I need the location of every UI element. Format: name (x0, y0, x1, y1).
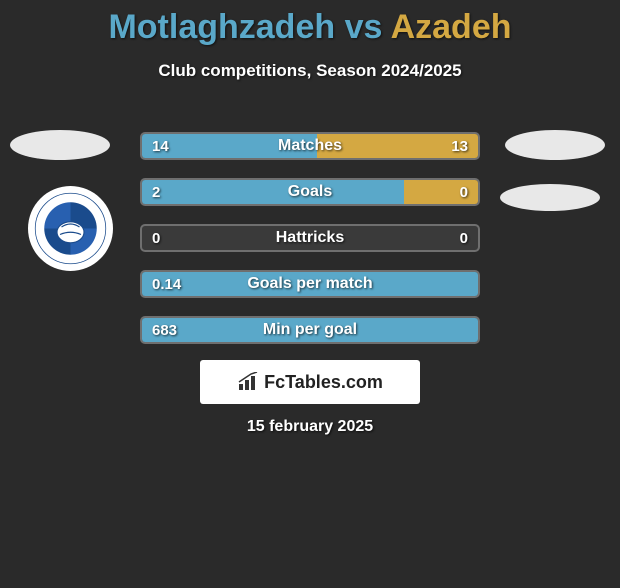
club-logo-icon (28, 186, 113, 271)
stat-label: Goals per match (142, 272, 478, 296)
stat-row: 00Hattricks (140, 224, 480, 252)
title-player-b: Azadeh (391, 8, 512, 46)
title-player-a: Motlaghzadeh (108, 8, 335, 46)
stat-label: Min per goal (142, 318, 478, 342)
stats-bars: 1413Matches 20Goals 00Hattricks 0.14Goals p… (140, 132, 480, 362)
stat-label: Goals (142, 180, 478, 204)
player-b-club-placeholder (500, 184, 600, 211)
page-title: Motlaghzadeh vs Azadeh (0, 8, 620, 47)
title-vs: vs (335, 8, 390, 46)
brand-chart-icon (237, 372, 261, 392)
stat-label: Hattricks (142, 226, 478, 250)
stat-label: Matches (142, 134, 478, 158)
subtitle: Club competitions, Season 2024/2025 (0, 61, 620, 81)
brand-text: FcTables.com (264, 372, 383, 393)
stat-row: 683Min per goal (140, 316, 480, 344)
date-text: 15 february 2025 (0, 418, 620, 436)
brand-badge: FcTables.com (200, 360, 420, 404)
stat-row: 1413Matches (140, 132, 480, 160)
player-a-badge-placeholder (10, 130, 110, 160)
stat-row: 20Goals (140, 178, 480, 206)
stat-row: 0.14Goals per match (140, 270, 480, 298)
player-b-badge-placeholder (505, 130, 605, 160)
